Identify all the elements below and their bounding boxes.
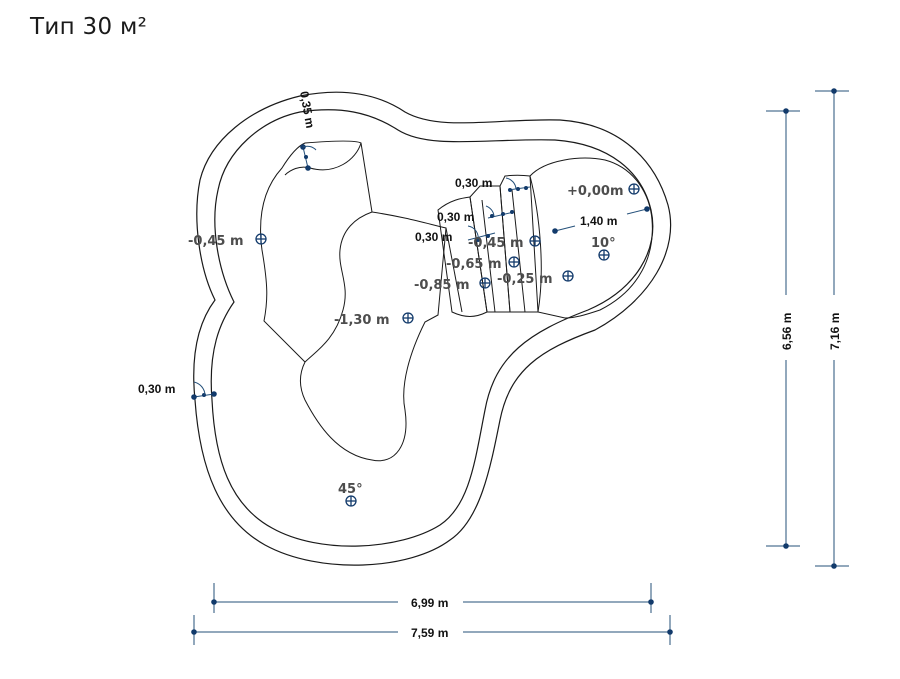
outer-width-dimension: 7,59 m [191, 615, 673, 645]
outer-height-dimension: 7,16 m [815, 88, 849, 569]
level-step1-label: -0,45 m [468, 236, 524, 251]
deep-zone-outline [304, 211, 373, 363]
step-b-label: 0,30 m [437, 210, 474, 224]
depth-marker-step3 [479, 277, 491, 289]
depth-marker-bottom [402, 312, 414, 324]
step-3 [499, 174, 539, 313]
tread-line-3 [511, 189, 526, 313]
left-shelf-outline [260, 140, 447, 462]
depth-marker-shelf-left [255, 233, 267, 245]
inner-rim-outline [210, 109, 654, 547]
page-title: Тип 30 м² [30, 14, 148, 40]
inner-height-dimension: 6,56 m [766, 108, 800, 549]
depth-marker-beach [598, 249, 610, 261]
rim-left-indicator [191, 381, 217, 400]
angle-wall-label: 45° [338, 482, 363, 497]
level-bottom-label: -1,30 m [334, 313, 390, 328]
inner-width-label: 6,99 m [411, 596, 448, 610]
step-width-indicators [467, 177, 531, 242]
rim-left-label: 0,30 m [138, 382, 175, 396]
step-c-label: 0,30 m [415, 230, 452, 244]
beach-zone [529, 157, 653, 319]
level-step3-label: -0,85 m [414, 278, 470, 293]
outer-rim-outline [193, 91, 672, 566]
rim-top-indicator [300, 144, 317, 171]
inner-height-label: 6,56 m [780, 313, 794, 350]
depth-marker-top [628, 183, 640, 195]
angle-beach-label: 10° [591, 236, 616, 251]
tread-line-1 [445, 227, 463, 313]
beach-width-indicator [552, 206, 650, 234]
depth-marker-step1 [529, 235, 541, 247]
level-step2-label: -0,65 m [446, 257, 502, 272]
angle-marker-wall [345, 495, 357, 507]
beach-width-label: 1,40 m [580, 214, 617, 228]
outer-width-label: 7,59 m [411, 626, 448, 640]
inner-width-dimension: 6,99 m [211, 583, 654, 613]
depth-marker-step-right [562, 270, 574, 282]
depth-marker-step2 [508, 256, 520, 268]
shelf-edge-line [284, 142, 362, 176]
step-a-label: 0,30 m [455, 176, 492, 190]
rim-top-label: 0,35 m [297, 90, 317, 129]
level-top-label: +0,00m [567, 184, 624, 199]
tread-line-2 [481, 199, 496, 313]
level-step-right-label: -0,25 m [497, 272, 553, 287]
level-shelf-left-label: -0,45 m [188, 234, 244, 249]
outer-height-label: 7,16 m [828, 313, 842, 350]
